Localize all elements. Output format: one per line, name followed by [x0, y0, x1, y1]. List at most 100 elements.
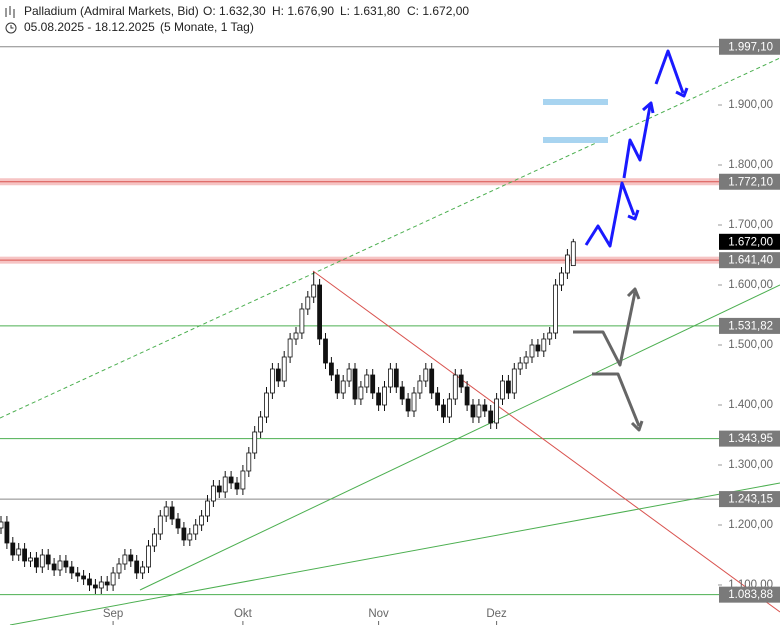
candle-body [293, 332, 299, 340]
candle-body [547, 332, 553, 340]
ohlc-close: C: 1.672,00 [407, 4, 469, 18]
candle-body [399, 386, 405, 400]
candle-body [429, 368, 435, 394]
candle-body [352, 368, 358, 400]
candle-body [452, 374, 458, 400]
levels [0, 46, 780, 596]
candle-body [199, 515, 205, 526]
level-label: 1.672,00 [728, 236, 773, 248]
candle-body [323, 338, 328, 364]
candle-body [216, 485, 222, 493]
candle-body [382, 386, 387, 406]
level-label: 1.997,10 [728, 41, 773, 53]
candle-body [16, 548, 22, 556]
level-label-box [719, 586, 780, 603]
candle-body [39, 554, 45, 568]
candle-body [423, 368, 429, 382]
y-tick-label: 1.800,00 [728, 159, 773, 171]
candle-body [98, 581, 104, 589]
x-tick-label: Okt [234, 608, 253, 620]
candle-body [458, 374, 464, 388]
level-label: 1.772,10 [728, 176, 773, 188]
candle-body [559, 272, 564, 286]
candle-body [45, 554, 51, 565]
candle-body [328, 362, 334, 376]
candles [0, 238, 576, 594]
candle-body [264, 392, 269, 418]
candle-body [228, 476, 234, 484]
candle-body [346, 368, 352, 382]
candle-body [529, 344, 535, 358]
level-label: 1.343,95 [728, 433, 773, 445]
candle-body [317, 284, 323, 340]
annotations [543, 49, 689, 432]
candle-body [169, 506, 175, 520]
candle-body [140, 566, 146, 574]
candle-body [517, 362, 523, 370]
y-tick-label: 1.700,00 [728, 219, 773, 231]
candle-body [63, 560, 69, 568]
date-range: 05.08.2025 - 18.12.2025 [24, 20, 155, 34]
candle-body [393, 368, 399, 388]
candle-body [193, 524, 199, 535]
candle-body [287, 338, 293, 358]
candle-body [187, 533, 193, 541]
level-label: 1.641,40 [728, 255, 773, 267]
candle-body [210, 485, 216, 502]
candle-body [163, 506, 169, 517]
target-zone-bar [543, 137, 608, 143]
candle-body [34, 557, 39, 568]
candle-body [305, 296, 311, 310]
candle-body [275, 368, 281, 382]
candle-body [511, 368, 517, 394]
candle-body [57, 560, 63, 571]
level-label-box [719, 430, 780, 447]
candle-body [387, 368, 393, 388]
ohlc-open: O: 1.632,30 [203, 4, 266, 18]
candle-body [441, 404, 446, 418]
y-tick-label: 1.200,00 [728, 519, 773, 531]
candle-body [417, 380, 423, 394]
candle-body [358, 386, 364, 400]
uptrend-line [139, 284, 780, 591]
x-tick-label: Nov [368, 608, 389, 620]
candle-body [87, 578, 92, 586]
candle-body [122, 554, 128, 565]
candle-body [240, 470, 246, 490]
candle-body [93, 584, 98, 589]
level-label-box [719, 491, 780, 508]
level-label-box [719, 252, 780, 269]
candle-body [281, 356, 287, 382]
bar-icon [5, 6, 15, 18]
candle-body [104, 581, 110, 586]
candle-body [128, 554, 134, 562]
candle-body [28, 557, 33, 562]
symbol: Palladium (Admiral Markets, Bid) [24, 4, 199, 18]
candle-body [505, 380, 511, 394]
candle-body [51, 563, 57, 571]
candle-body [488, 410, 494, 424]
candle-body [470, 404, 476, 418]
level-label: 1.531,82 [728, 320, 773, 332]
long-uptrend-line [9, 482, 780, 625]
candle-body [299, 308, 305, 334]
level-label-box [719, 233, 780, 250]
y-tick-label: 1.400,00 [728, 399, 773, 411]
ohlc-high: H: 1.676,90 [272, 4, 334, 18]
level-label: 1.243,15 [728, 494, 773, 506]
candle-body [476, 404, 482, 418]
candle-body [151, 533, 157, 547]
candle-body [0, 521, 4, 529]
downtrend-line [312, 270, 780, 613]
target-zone-bar [543, 99, 608, 105]
candle-body [364, 374, 370, 388]
candle-body [523, 356, 529, 364]
candle-body [4, 521, 10, 544]
candle-body [570, 241, 576, 267]
candle-body [411, 392, 417, 412]
candle-body [10, 542, 16, 556]
candle-body [435, 392, 441, 406]
candle-body [22, 548, 28, 562]
